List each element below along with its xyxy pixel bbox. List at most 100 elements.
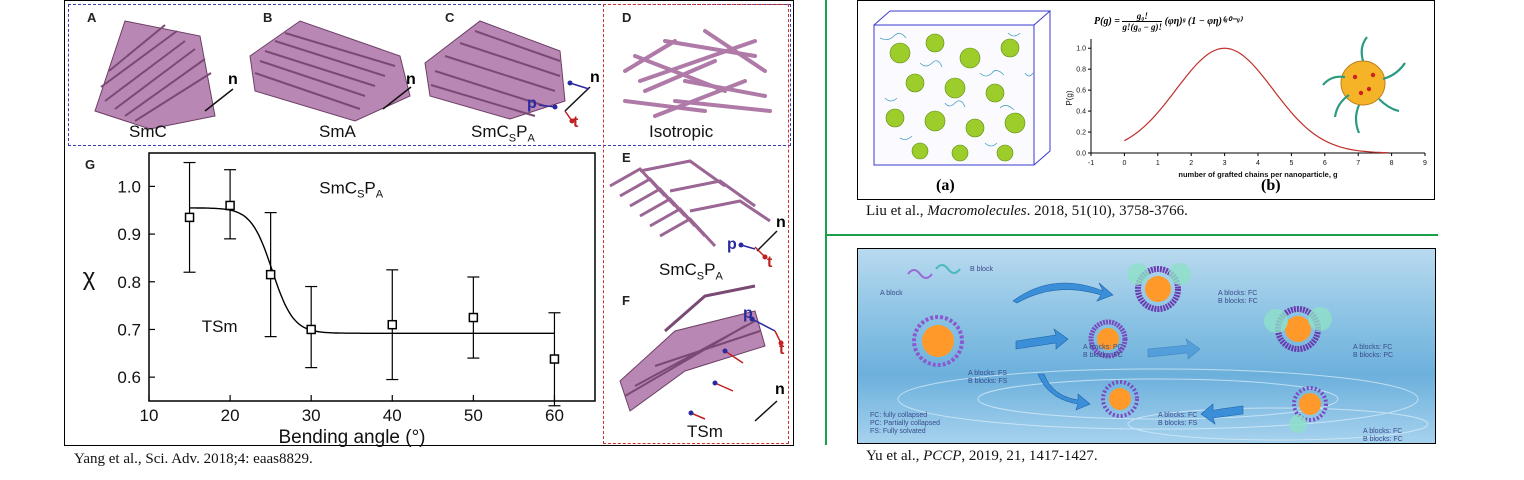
pg-y-tick-label: 0.8 (1076, 67, 1086, 74)
citation-liu: Liu et al., Macromolecules. 2018, 51(10)… (866, 203, 1188, 219)
data-point (183, 161, 196, 273)
pg-x-tick-label: 0 (1122, 160, 1126, 167)
state-2-line-2: B blocks: FS (968, 378, 1008, 385)
yu-figure: B block A block A blocks: FC B blocks: F… (857, 248, 1436, 444)
annotation-tsm: TSm (202, 317, 238, 336)
annotation-smcspa: SmCSPA (319, 179, 383, 201)
binomial-formula: P(g) = g₀! g!(g₀ − g)! (φη)ᵍ (1 − φη)⁽ᵍ⁰… (1094, 11, 1242, 32)
y-axis-label: χ (83, 264, 96, 291)
data-marker (225, 200, 235, 211)
p-t-vectors (538, 80, 784, 420)
panel-letter-f: F (622, 293, 630, 308)
micelle-scene: B block A block A blocks: FC B blocks: F… (870, 263, 1429, 443)
data-point (386, 269, 399, 381)
smc-molecules (94, 20, 216, 130)
legend-fs: FS: Fully solvated (870, 428, 926, 435)
pg-x-tick-label: 8 (1390, 160, 1394, 167)
pg-y-tick-label: 0.2 (1076, 130, 1086, 137)
data-marker (306, 324, 316, 335)
plot-frame (148, 152, 596, 402)
vector-p-c: p (527, 95, 537, 112)
phase-label-isotropic: Isotropic (649, 122, 714, 141)
citation-yu: Yu et al., PCCP, 2019, 21, 1417-1427. (866, 448, 1098, 464)
panel-letter-g: G (85, 157, 96, 172)
pg-x-tick-label: 9 (1423, 160, 1427, 167)
vector-n-f: n (775, 381, 785, 398)
vector-n-e: n (776, 214, 786, 231)
state-6-line-1: A blocks: FC (1363, 428, 1402, 435)
pg-y-tick-label: 0.0 (1076, 151, 1086, 158)
vector-p-e: p (727, 236, 737, 253)
chevron-molecules (609, 159, 771, 248)
data-marker (387, 319, 398, 330)
x-tick-label: 30 (302, 406, 321, 425)
data-marker (184, 212, 195, 223)
director-n-b: n (406, 71, 416, 88)
y-tick-label: 1.0 (117, 177, 141, 196)
state-3-line-2: B blocks: FC (1083, 352, 1123, 359)
phase-label-smc: SmC (129, 122, 167, 141)
pg-x-tick-label: 6 (1323, 160, 1327, 167)
pg-x-tick-label: 7 (1356, 160, 1360, 167)
pg-x-tick-label: 5 (1289, 160, 1293, 167)
molecule-renderings (94, 20, 784, 422)
data-marker (549, 354, 560, 364)
pg-y-axis-label: P(g) (1065, 90, 1074, 105)
x-tick-label: 20 (221, 406, 240, 425)
liu-label-a: (a) (936, 177, 955, 194)
phase-label-sma: SmA (319, 122, 356, 141)
vector-t-f: t (779, 341, 785, 358)
vector-t-c: t (573, 114, 579, 131)
pg-x-tick-label: 4 (1256, 160, 1260, 167)
x-axis-label: Bending angle (°) (278, 427, 425, 447)
state-1-line-2: B blocks: FC (1218, 298, 1258, 305)
state-6-line-2: B blocks: FC (1363, 436, 1403, 443)
vertical-divider (825, 0, 827, 445)
x-tick-label: 50 (464, 406, 483, 425)
pg-x-axis-label: number of grafted chains per nanoparticl… (1178, 170, 1338, 179)
label-b-block: B block (970, 266, 993, 273)
data-marker (265, 269, 276, 280)
micelles (907, 263, 1332, 433)
data-marker (468, 312, 479, 323)
vector-n-c: n (590, 69, 600, 86)
pg-y-tick-label: 0.4 (1076, 109, 1086, 116)
legend-pc: PC: Partially collapsed (870, 420, 940, 427)
fit-curve (189, 207, 555, 334)
state-4-line-2: B blocks: PC (1353, 352, 1393, 359)
phase-label-smcspa: SmCSPA (471, 122, 535, 145)
state-3-line-1: A blocks: PC (1083, 344, 1123, 351)
horizontal-divider (826, 234, 1438, 236)
citation-yang: Yang et al., Sci. Adv. 2018;4: eaas8829. (74, 451, 313, 467)
vector-t-e: t (767, 254, 773, 271)
state-2-line-1: A blocks: FS (968, 370, 1007, 377)
simulation-box (873, 10, 1052, 166)
panel-letter-c: C (445, 10, 455, 25)
x-tick-label: 60 (545, 406, 564, 425)
panel-letter-e: E (622, 150, 631, 165)
y-tick-label: 0.6 (117, 368, 141, 387)
state-5-line-1: A blocks: FC (1158, 412, 1197, 419)
state-1-line-1: A blocks: FC (1218, 290, 1257, 297)
legend-fc: FC: fully collapsed (870, 412, 927, 419)
blue-dashed-box (68, 4, 791, 146)
vector-p-f: p (743, 305, 753, 322)
pg-x-tick-label: 1 (1156, 160, 1160, 167)
panel-letter-d: D (622, 10, 632, 25)
data-point (305, 285, 318, 369)
y-tick-label: 0.8 (117, 273, 141, 292)
phase-label-tsm: TSm (687, 422, 723, 441)
director-n-a: n (228, 71, 238, 88)
isotropic-molecules (623, 29, 772, 118)
liu-figure: (a) P(g) = g₀! g!(g₀ − g)! (φη)ᵍ (1 − φη… (857, 0, 1435, 200)
y-tick-label: 0.9 (117, 225, 141, 244)
data-point (467, 276, 480, 359)
yang-figure: A B C D E F G SmC SmA SmCSPA Isotropic S… (64, 0, 794, 447)
chart-g: 10 20 30 40 50 60 0.6 0.7 0.8 0.9 1.0 Bending angle… (83, 152, 596, 447)
state-4-line-1: A blocks: FC (1353, 344, 1392, 351)
pg-x-tick-label: -1 (1088, 160, 1094, 167)
tsm-molecules (619, 284, 766, 412)
x-tick-label: 10 (140, 406, 159, 425)
grafted-nanoparticle-icon (1322, 36, 1406, 134)
phase-label-smcspa-e: SmCSPA (659, 260, 723, 283)
